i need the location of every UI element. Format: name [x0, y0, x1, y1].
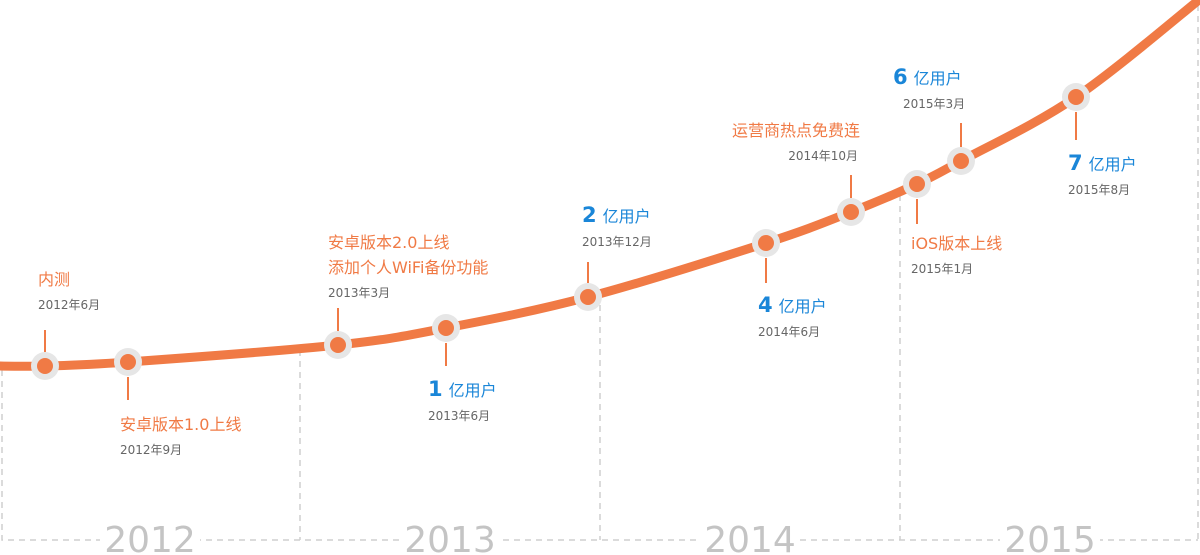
- event-title: 6 亿用户: [893, 65, 962, 89]
- user-unit: 亿用户: [449, 381, 497, 400]
- milestone-dot: [580, 289, 596, 305]
- baseline: [1, 370, 1198, 541]
- user-count: 1: [428, 377, 443, 401]
- stems: [44, 112, 1077, 400]
- event-date: 2015年1月: [911, 262, 973, 276]
- milestone-dot: [843, 204, 859, 220]
- grid: [1, 5, 1199, 541]
- event-title: 安卓版本1.0上线: [120, 415, 241, 434]
- labels: 内测 2012年6月 安卓版本1.0上线 2012年9月 安卓版本2.0上线 添…: [38, 65, 1137, 457]
- year-label: 2013: [404, 520, 496, 555]
- event-date: 2015年8月: [1068, 183, 1130, 197]
- milestone-dot: [1068, 89, 1084, 105]
- event-title: 添加个人WiFi备份功能: [328, 258, 488, 277]
- growth-curve: [0, 0, 1200, 371]
- event-title: 运营商热点免费连: [732, 121, 860, 140]
- milestone-dot: [909, 176, 925, 192]
- milestone-dot: [330, 337, 346, 353]
- year-label: 2012: [104, 520, 196, 555]
- user-unit: 亿用户: [1089, 155, 1137, 174]
- milestones: [31, 83, 1090, 380]
- event-date: 2012年9月: [120, 443, 182, 457]
- milestone-dot: [120, 354, 136, 370]
- event-title: 2 亿用户: [582, 203, 651, 227]
- event-date: 2013年3月: [328, 286, 390, 300]
- event-date: 2014年10月: [788, 149, 858, 163]
- event-title: 7 亿用户: [1068, 151, 1137, 175]
- event-date: 2013年6月: [428, 409, 490, 423]
- year-label: 2015: [1004, 520, 1096, 555]
- milestone-dot: [438, 320, 454, 336]
- years: 2012 2013 2014 2015: [100, 518, 1100, 555]
- user-count: 2: [582, 203, 597, 227]
- milestone-dot: [953, 153, 969, 169]
- event-date: 2012年6月: [38, 298, 100, 312]
- event-title: 4 亿用户: [758, 293, 827, 317]
- user-count: 4: [758, 293, 773, 317]
- milestone-dot: [758, 235, 774, 251]
- user-unit: 亿用户: [779, 297, 827, 316]
- event-title: 1 亿用户: [428, 377, 497, 401]
- user-count: 7: [1068, 151, 1083, 175]
- milestone-dot: [37, 358, 53, 374]
- event-date: 2014年6月: [758, 325, 820, 339]
- event-title: iOS版本上线: [911, 234, 1002, 253]
- event-title: 安卓版本2.0上线: [328, 233, 449, 252]
- user-count: 6: [893, 65, 908, 89]
- event-date: 2015年3月: [903, 97, 965, 111]
- user-unit: 亿用户: [914, 69, 962, 88]
- user-unit: 亿用户: [603, 207, 651, 226]
- year-label: 2014: [704, 520, 796, 555]
- event-title: 内测: [38, 270, 70, 289]
- event-date: 2013年12月: [582, 235, 652, 249]
